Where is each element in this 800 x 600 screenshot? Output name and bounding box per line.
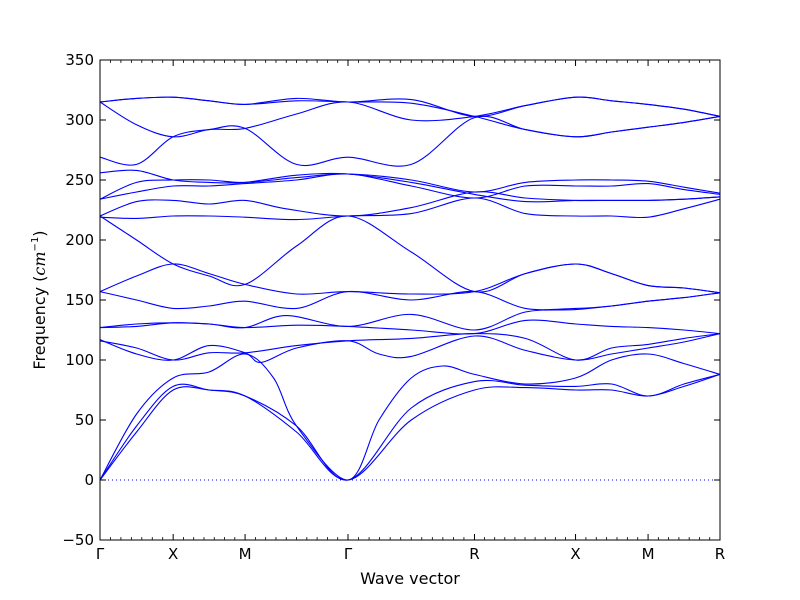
band-line-8 (99, 290, 721, 311)
y-tick-label: 250 (65, 171, 94, 189)
y-tick-label: 50 (75, 411, 94, 429)
band-line-13 (99, 173, 721, 200)
x-tick-label: X (168, 545, 178, 563)
y-tick-label: 150 (65, 291, 94, 309)
band-line-2 (99, 373, 721, 481)
y-tick-label: 350 (65, 51, 94, 69)
x-tick-label: R (469, 545, 479, 563)
band-line-15 (99, 169, 721, 203)
band-line-14 (99, 173, 721, 200)
band-line-1 (99, 373, 721, 481)
band-line-5 (99, 333, 721, 363)
y-axis-label-text: Frequency ( (30, 276, 49, 370)
y-tick-label: 300 (65, 111, 94, 129)
x-tick-label: M (642, 545, 655, 563)
y-tick-label: 200 (65, 231, 94, 249)
y-axis-label-unit: cm (30, 251, 49, 275)
x-axis-label: Wave vector (360, 569, 460, 588)
y-ticks: −50 0 50 100 150 200 250 300 350 (62, 51, 720, 549)
y-tick-label: 100 (65, 351, 94, 369)
series-layer (99, 96, 721, 481)
band-line-10 (99, 215, 721, 294)
x-tick-label: M (239, 545, 252, 563)
x-tick-label: Γ (344, 545, 353, 563)
band-line-3 (99, 353, 721, 481)
y-axis-label-exponent: −1 (30, 237, 41, 252)
x-tick-label: X (570, 545, 580, 563)
y-tick-label: 0 (84, 471, 94, 489)
band-line-19 (99, 96, 721, 117)
band-line-4 (99, 333, 721, 361)
y-tick-label: −50 (62, 531, 94, 549)
x-tick-label: Γ (96, 545, 105, 563)
x-tick-label: R (715, 545, 725, 563)
y-axis-label-close: ) (30, 230, 49, 236)
band-line-11 (99, 197, 721, 221)
y-axis-label: Frequency (cm−1) (30, 230, 49, 369)
